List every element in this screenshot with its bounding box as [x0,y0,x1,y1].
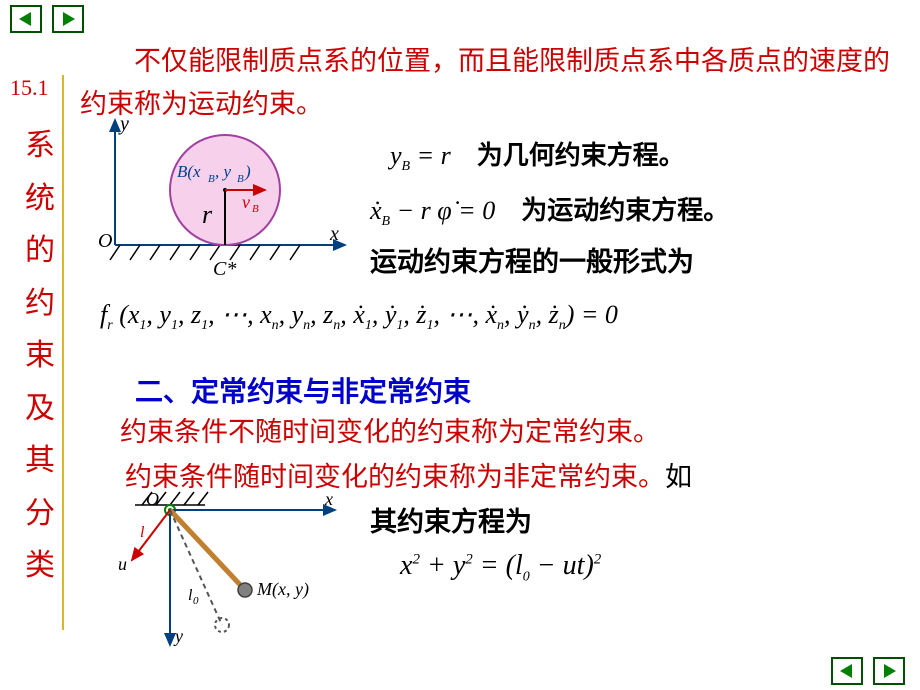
equation-2: ẋB − r φ̇ = 0 为运动约束方程。 [370,190,729,230]
nav-bottom [831,657,905,685]
red2-black: 如 [665,462,692,492]
vtitle-char: 其 [25,444,55,477]
section-number: 15.1 [10,75,49,101]
svg-text:0: 0 [193,595,199,607]
prev-icon [17,10,35,28]
svg-text:y: y [118,115,129,135]
paragraph-1: 不仅能限制质点系的位置，而且能限制质点系中各质点的速度的约束称为运动约束。 [80,40,900,126]
pendulum-diagram: O x y M(x, y) l 0 u l [100,480,350,650]
vtitle-char: 分 [25,497,55,530]
svg-text:v: v [242,192,250,212]
prev-button-bottom[interactable] [831,657,863,685]
vtitle-char: 类 [25,549,55,582]
next-button[interactable] [52,5,84,33]
next-button-bottom[interactable] [873,657,905,685]
svg-text:r: r [202,200,213,229]
eq1-desc: 为几何约束方程。 [477,141,685,170]
svg-text:x: x [329,223,339,245]
general-equation: fr (x1, y1, z1, ⋯, xn, yn, zn, ẋ1, ẏ1,… [100,300,618,334]
svg-text:O: O [146,489,159,509]
vtitle-char: 系 [25,129,55,162]
svg-text:B: B [252,203,259,215]
eq2-desc: 为运动约束方程。 [521,196,729,225]
section-2-heading: 二、定常约束与非定常约束 [135,370,471,410]
vtitle-char: 统 [25,182,55,215]
svg-text:M(x, y): M(x, y) [256,579,309,600]
svg-text:l: l [140,524,145,541]
vertical-title: 系 统 的 约 束 及 其 分 类 [25,120,55,593]
vtitle-char: 约 [25,287,55,320]
eq2-text: ẋB − r φ̇ = 0 [370,196,495,225]
final-equation: x2 + y2 = (l0 − ut)2 [400,550,601,586]
svg-text:x: x [324,489,333,509]
general-form-label: 运动约束方程的一般形式为 [370,240,694,279]
svg-text:, y: , y [215,162,232,181]
vtitle-char: 束 [25,339,55,372]
vertical-divider [62,75,64,630]
content-area: 不仅能限制质点系的位置，而且能限制质点系中各质点的速度的约束称为运动约束。 [90,40,900,126]
svg-text:B: B [237,173,244,185]
svg-text:O: O [98,230,112,252]
svg-text:u: u [118,554,127,574]
next-icon [59,10,77,28]
vtitle-char: 的 [25,234,55,267]
prev-icon [838,662,856,680]
svg-text:C*: C* [213,258,236,280]
next-icon [880,662,898,680]
prev-button[interactable] [10,5,42,33]
eq1-lhs: yB = r [390,141,451,170]
svg-text:): ) [244,162,251,181]
svg-text:B(x: B(x [177,162,201,181]
constraint-label: 其约束方程为 [370,500,532,539]
svg-text:y: y [173,626,183,646]
svg-text:B: B [208,173,215,185]
equation-1: yB = r 为几何约束方程。 [390,135,685,175]
red-statement-1: 约束条件不随时间变化的约束称为定常约束。 [120,410,660,449]
rolling-circle-diagram: O y x r B(x B , y B ) v B C* [90,115,350,290]
vtitle-char: 及 [25,392,55,425]
nav-top [10,5,84,33]
